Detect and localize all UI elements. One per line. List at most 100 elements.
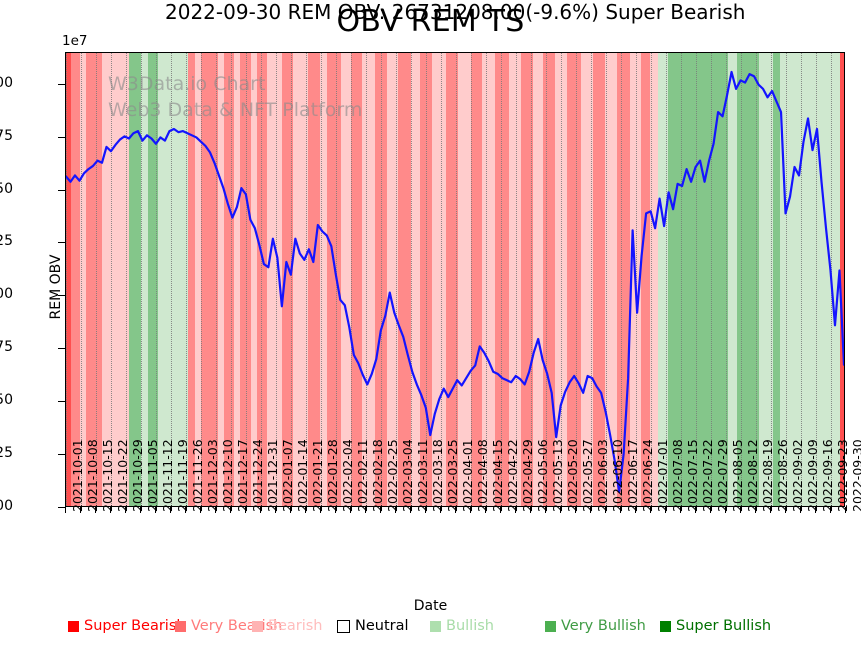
legend-item-very-bullish[interactable]: Very Bullish — [545, 618, 646, 634]
gridline — [96, 53, 97, 506]
sentiment-band — [327, 53, 341, 506]
x-tick-label: 2022-09-02 — [790, 439, 805, 512]
x-tick-mark — [635, 507, 636, 513]
y-tick-label: 4.00 — [0, 74, 13, 91]
sentiment-band — [319, 53, 327, 506]
x-tick-mark — [560, 507, 561, 513]
legend-swatch-icon — [430, 620, 441, 632]
x-tick-mark — [395, 507, 396, 513]
legend-item-bearish[interactable]: Bearish — [252, 618, 323, 634]
sentiment-band — [292, 53, 308, 506]
x-tick-label: 2022-03-18 — [430, 439, 445, 512]
sentiment-band — [307, 53, 320, 506]
sentiment-band — [445, 53, 458, 506]
legend-label: Bullish — [446, 618, 494, 634]
gridline — [516, 53, 517, 506]
x-tick-mark — [665, 507, 666, 513]
x-tick-label: 2022-01-07 — [280, 439, 295, 512]
x-tick-label: 2021-11-19 — [175, 439, 190, 512]
x-tick-label: 2022-07-01 — [655, 439, 670, 512]
gridline — [246, 53, 247, 506]
x-tick-mark — [380, 507, 381, 513]
x-tick-label: 2022-08-26 — [775, 439, 790, 512]
x-tick-label: 2022-07-15 — [685, 439, 700, 512]
x-tick-label: 2021-10-22 — [115, 439, 130, 512]
gridline — [756, 53, 757, 506]
legend-label: Super Bearish — [84, 618, 186, 634]
x-tick-mark — [80, 507, 81, 513]
gridline — [381, 53, 382, 506]
gridline — [186, 53, 187, 506]
gridline — [576, 53, 577, 506]
x-tick-label: 2021-12-03 — [205, 439, 220, 512]
sentiment-band — [240, 53, 252, 506]
legend: Super Bearish Very Bearish Bearish Neutral B… — [0, 618, 861, 642]
sentiment-band — [257, 53, 267, 506]
gridline — [321, 53, 322, 506]
x-tick-label: 2022-06-10 — [610, 439, 625, 512]
gridline — [486, 53, 487, 506]
sentiment-band — [282, 53, 293, 506]
legend-item-super-bearish[interactable]: Super Bearish — [68, 618, 186, 634]
gridline — [726, 53, 727, 506]
legend-item-neutral[interactable]: Neutral — [337, 618, 409, 634]
x-tick-label: 2022-08-05 — [730, 439, 745, 512]
gridline — [711, 53, 712, 506]
sentiment-band — [387, 53, 398, 506]
sentiment-band — [657, 53, 668, 506]
sentiment-band — [70, 53, 80, 506]
gridline — [531, 53, 532, 506]
sentiment-band — [532, 53, 543, 506]
x-tick-label: 2021-11-26 — [190, 439, 205, 512]
x-tick-mark — [65, 507, 66, 513]
x-tick-mark — [575, 507, 576, 513]
legend-label: Bearish — [268, 618, 323, 634]
x-tick-mark — [800, 507, 801, 513]
sentiment-band — [340, 53, 351, 506]
sentiment-band — [224, 53, 234, 506]
legend-label: Super Bullish — [676, 618, 772, 634]
x-tick-label: 2022-05-13 — [550, 439, 565, 512]
gridline — [771, 53, 772, 506]
x-tick-mark — [110, 507, 111, 513]
y-axis-offset-label: 1e7 — [62, 33, 88, 49]
sentiment-band — [667, 53, 728, 506]
x-tick-label: 2022-05-20 — [565, 439, 580, 512]
gridline — [351, 53, 352, 506]
x-tick-mark — [515, 507, 516, 513]
x-tick-label: 2022-04-01 — [460, 439, 475, 512]
gridline — [456, 53, 457, 506]
x-tick-mark — [530, 507, 531, 513]
x-tick-mark — [440, 507, 441, 513]
y-tick-label: 2.00 — [0, 498, 13, 514]
plot-area: W3Data.io Chart Web3 Data & NFT Platform — [65, 52, 845, 507]
x-tick-mark — [290, 507, 291, 513]
legend-item-bullish[interactable]: Bullish — [430, 618, 494, 634]
x-tick-mark — [125, 507, 126, 513]
sentiment-band — [411, 53, 420, 506]
legend-item-super-bullish[interactable]: Super Bullish — [660, 618, 771, 634]
x-tick-mark — [755, 507, 756, 513]
sentiment-band — [234, 53, 240, 506]
gridline — [636, 53, 637, 506]
sentiment-band — [66, 53, 71, 506]
x-tick-mark — [200, 507, 201, 513]
x-tick-mark — [350, 507, 351, 513]
x-tick-label: 2022-02-11 — [355, 439, 370, 512]
y-tick-mark — [58, 348, 65, 350]
sentiment-band — [397, 53, 411, 506]
sentiment-band — [640, 53, 650, 506]
x-tick-label: 2022-03-04 — [400, 439, 415, 512]
gridline — [471, 53, 472, 506]
gridline — [591, 53, 592, 506]
gridline — [426, 53, 427, 506]
x-tick-mark — [620, 507, 621, 513]
gridline — [441, 53, 442, 506]
x-tick-mark — [725, 507, 726, 513]
y-tick-mark — [58, 136, 65, 138]
gridline — [621, 53, 622, 506]
sentiment-band — [840, 53, 844, 506]
x-tick-mark — [140, 507, 141, 513]
x-axis-title: Date — [413, 598, 448, 614]
